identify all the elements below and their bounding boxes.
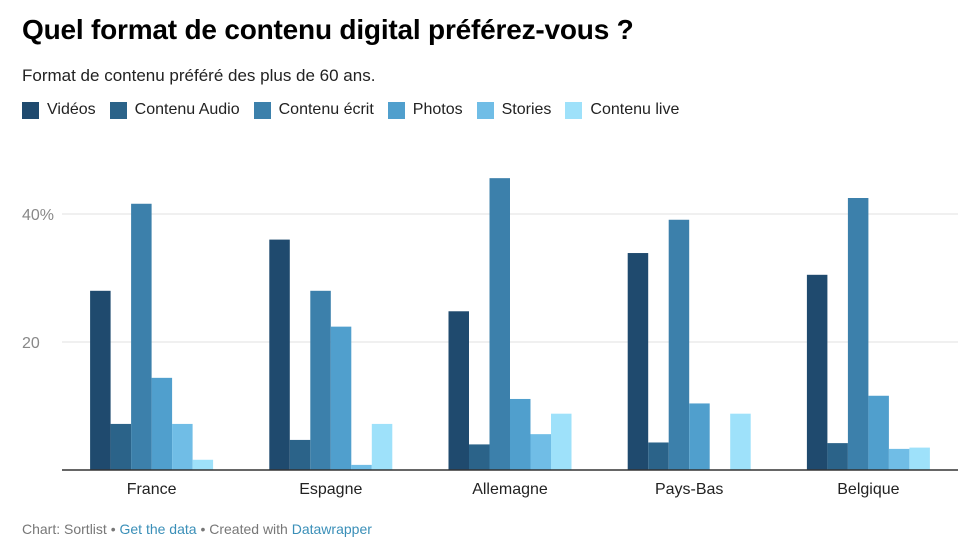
bar <box>668 219 690 470</box>
bar <box>110 423 132 470</box>
bar <box>551 413 572 470</box>
legend-label: Stories <box>501 101 552 118</box>
legend-label: Contenu écrit <box>278 101 374 118</box>
legend-swatch <box>387 101 405 119</box>
bar <box>806 274 828 470</box>
bar <box>530 434 551 470</box>
chart-subtitle: Format de contenu préféré des plus de 60… <box>22 66 376 85</box>
x-tick-label: Allemagne <box>472 481 548 498</box>
legend-swatch <box>109 101 127 119</box>
bar <box>310 290 331 470</box>
bar <box>627 253 649 470</box>
bar <box>909 447 930 470</box>
bar <box>888 448 910 470</box>
legend-label: Contenu Audio <box>134 101 240 118</box>
legend-label: Vidéos <box>47 101 96 118</box>
bar <box>868 395 889 470</box>
bar <box>730 413 751 470</box>
bar <box>689 403 710 470</box>
bar <box>289 439 311 470</box>
x-tick-label: Belgique <box>837 481 899 498</box>
bar <box>847 198 869 470</box>
legend-item: Contenu live <box>565 101 679 119</box>
y-tick-label: 40% <box>22 207 54 224</box>
legend-item: Contenu écrit <box>253 101 374 119</box>
chart-footer: Chart: Sortlist • Get the data • Created… <box>22 521 372 537</box>
x-tick-label: Pays-Bas <box>655 481 723 498</box>
chart-title: Quel format de contenu digital préférez-… <box>22 14 634 45</box>
footer-separator: • <box>106 521 120 537</box>
bar <box>648 442 669 470</box>
x-tick-label: Espagne <box>299 481 362 498</box>
legend-swatch <box>565 101 583 119</box>
bar <box>371 423 393 470</box>
footer-created-with: • Created with <box>196 521 292 537</box>
chart-legend: Vidéos Contenu Audio Contenu écrit Photos St… <box>22 101 693 119</box>
bar <box>448 311 469 470</box>
y-tick-label: 20 <box>22 335 40 352</box>
bar <box>269 239 290 470</box>
bar <box>827 443 848 470</box>
get-the-data-link[interactable]: Get the data <box>119 521 197 537</box>
bar <box>469 444 490 470</box>
bar <box>172 423 193 470</box>
legend-item: Stories <box>476 101 552 119</box>
bar <box>192 459 214 470</box>
bar <box>151 377 173 470</box>
legend-label: Photos <box>412 101 463 118</box>
legend-swatch <box>253 101 271 119</box>
legend-item: Vidéos <box>22 101 96 119</box>
bar <box>330 326 352 470</box>
legend-swatch <box>476 101 494 119</box>
footer-source: Chart: Sortlist <box>22 521 107 537</box>
datawrapper-link[interactable]: Datawrapper <box>291 521 372 537</box>
legend-label: Contenu live <box>590 101 680 118</box>
legend-swatch <box>22 101 39 119</box>
legend-item: Photos <box>387 101 463 119</box>
bar <box>131 203 152 470</box>
bar <box>90 290 111 470</box>
legend-item: Contenu Audio <box>109 101 240 119</box>
bar <box>489 178 510 470</box>
bar <box>351 464 372 470</box>
x-tick-label: France <box>127 481 177 498</box>
bar <box>510 398 531 470</box>
